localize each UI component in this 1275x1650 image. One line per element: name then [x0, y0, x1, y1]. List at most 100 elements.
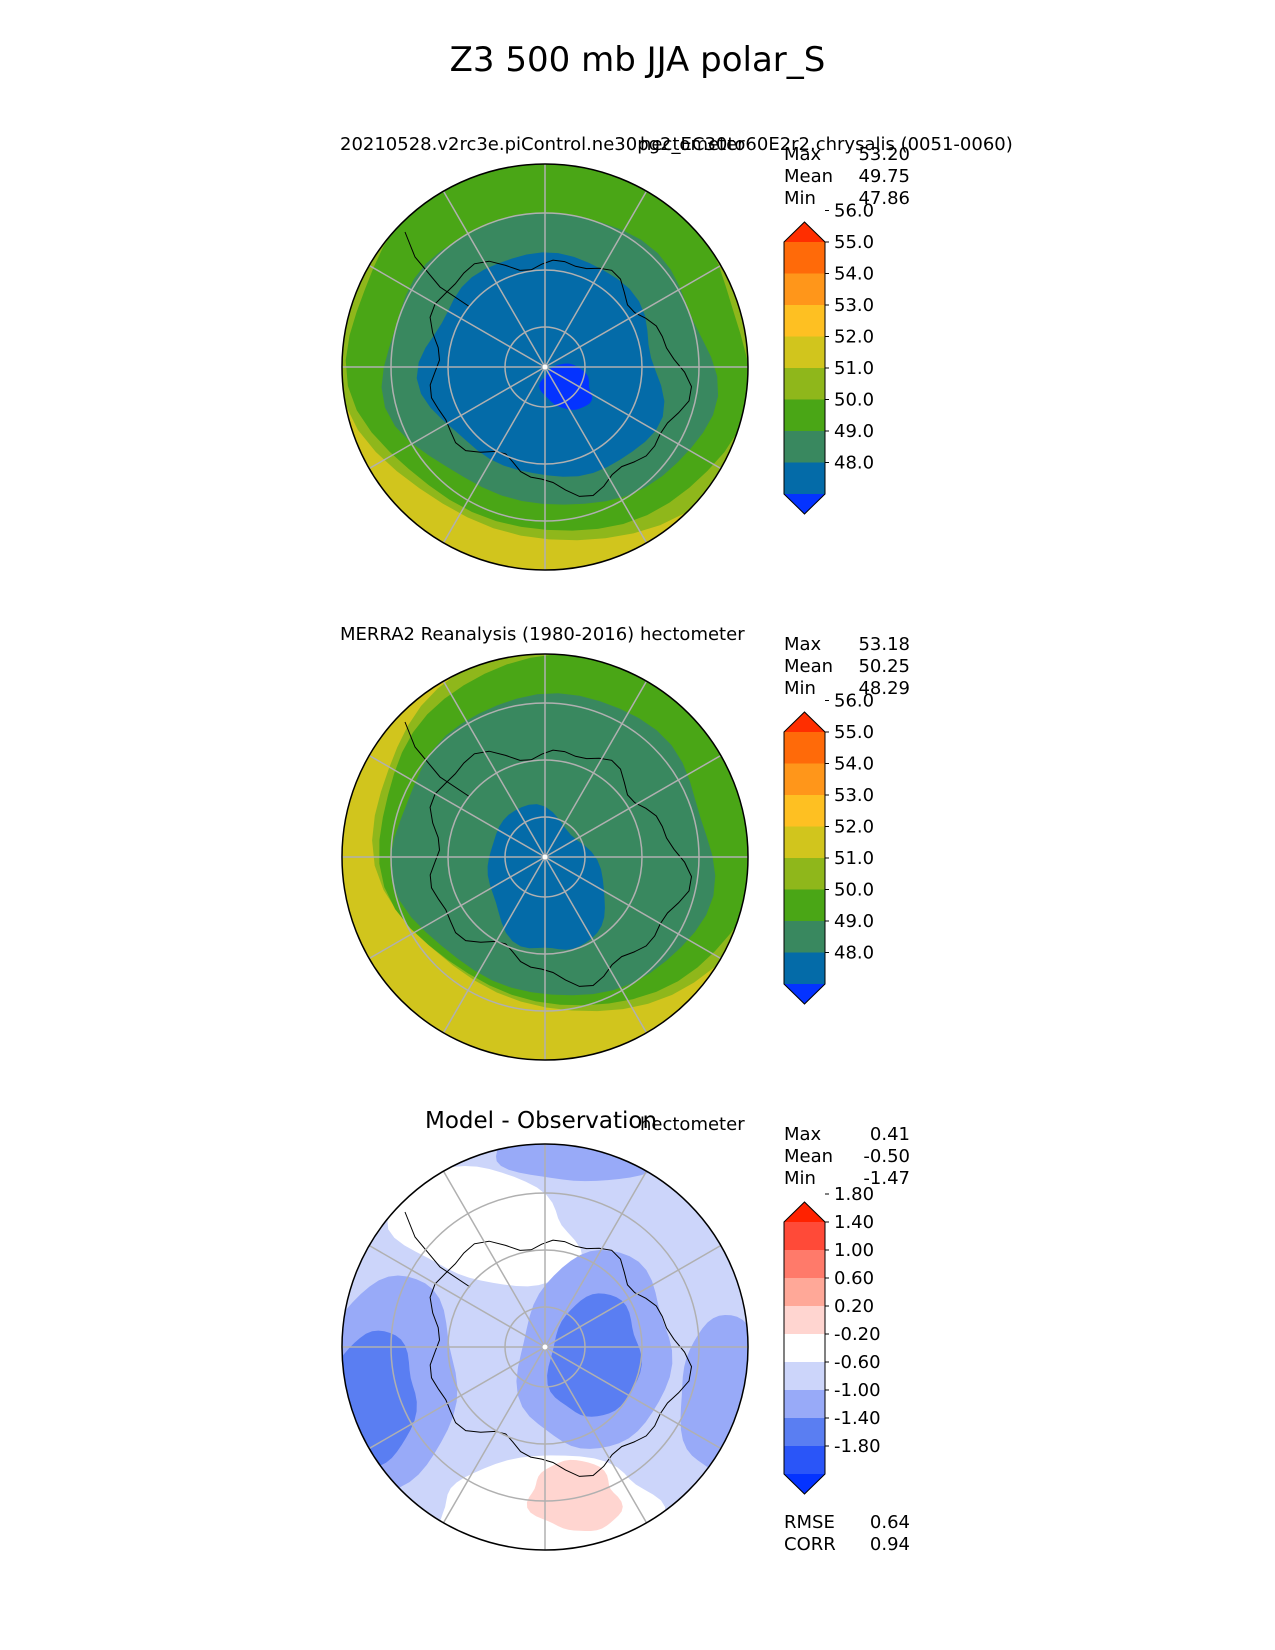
- coastline: [429, 749, 693, 987]
- stat-row: Mean 50.25: [784, 656, 910, 678]
- stat-label: Min: [784, 1168, 816, 1189]
- stat-value: 47.86: [858, 188, 910, 209]
- colorbar-extend-min: [784, 1474, 825, 1494]
- stat-label: Min: [784, 678, 816, 699]
- colorbar-extend-max: [784, 1202, 825, 1222]
- colorbar-band: [784, 1418, 825, 1447]
- stat-row: Mean -0.50: [784, 1146, 910, 1168]
- map-field: [342, 1144, 748, 1550]
- coastline: [429, 1239, 693, 1477]
- colorbar-tick-label: 48.0: [834, 943, 874, 964]
- colorbar-tick-label: 48.0: [834, 453, 874, 474]
- colorbar-band: [784, 273, 825, 306]
- colorbar-tick-label: -1.80: [834, 1436, 881, 1457]
- polar-map-3: [341, 1143, 749, 1551]
- stat-value: 48.29: [858, 678, 910, 699]
- colorbar-tick-label: 1.00: [834, 1240, 874, 1261]
- stat-label: CORR: [784, 1534, 836, 1555]
- stat-value: 0.41: [869, 1124, 910, 1145]
- stat-label: Mean: [784, 1146, 834, 1167]
- colorbar-band: [784, 732, 825, 764]
- colorbar-band: [784, 795, 825, 827]
- colorbar-tick-label: -0.20: [834, 1324, 881, 1345]
- colorbar-extend-min: [784, 494, 825, 514]
- colorbar-tick-label: 54.0: [834, 264, 874, 285]
- stat-value: 50.25: [858, 656, 910, 677]
- colorbar-band: [784, 1390, 825, 1419]
- stat-row: Max 53.18: [784, 634, 910, 656]
- colorbar-tick-label: 56.0: [834, 201, 874, 222]
- colorbar-band: [784, 921, 825, 953]
- panel3-title: Model - Observation: [425, 1108, 658, 1134]
- colorbar-tick-label: 49.0: [834, 421, 874, 442]
- stat-label: Max: [784, 144, 822, 165]
- colorbar-1: 48.0 49.0 50.0 51.0 52.0 53.0 54.0 55.0 56.0: [783, 201, 874, 515]
- polar-map-2: [341, 653, 749, 1061]
- colorbar-tick-label: 0.20: [834, 1296, 874, 1317]
- stat-row: Min 48.29: [784, 678, 910, 700]
- colorbar-3: -1.80 -1.40 -1.00 -0.60 -0.20 0.20 0.60 1.00 1.4…: [783, 1184, 881, 1495]
- stat-value: 0.64: [869, 1512, 910, 1533]
- stat-value: 49.75: [858, 166, 910, 187]
- colorbar-band: [784, 826, 825, 859]
- stat-value: 0.94: [869, 1534, 910, 1555]
- colorbar-band: [784, 1362, 825, 1391]
- panel2-units: hectometer: [640, 624, 745, 645]
- polar-map-1: [341, 163, 749, 571]
- stat-row: RMSE 0.64: [784, 1512, 910, 1534]
- colorbar-band: [784, 763, 825, 796]
- colorbar-tick-label: 56.0: [834, 691, 874, 712]
- colorbar-outline: [783, 711, 826, 1005]
- stat-row: CORR 0.94: [784, 1534, 910, 1556]
- field-layer: [547, 1293, 642, 1417]
- colorbar-outline: [783, 221, 826, 515]
- map-boundary: [341, 163, 749, 571]
- stat-row: Max 0.41: [784, 1124, 910, 1146]
- field-layer: [680, 1315, 748, 1475]
- coastline-peninsula: [404, 1211, 471, 1288]
- colorbar-band: [784, 889, 825, 922]
- panel1-title: 20210528.v2rc3e.piControl.ne30pg2_EC30to…: [340, 134, 1013, 155]
- colorbar-band: [784, 858, 825, 890]
- field-layer: [387, 1166, 583, 1287]
- colorbar-tick-label: 1.80: [834, 1184, 874, 1205]
- colorbar-band: [784, 1306, 825, 1335]
- coastline: [429, 259, 693, 497]
- colorbar-tick-label: 54.0: [834, 754, 874, 775]
- panel3-error-stats: RMSE 0.64 CORR 0.94: [784, 1512, 910, 1556]
- colorbar-band: [784, 242, 825, 274]
- stat-value: -0.50: [863, 1146, 910, 1167]
- colorbar-tick-label: 55.0: [834, 722, 874, 743]
- figure-title: Z3 500 mb JJA polar_S: [449, 40, 826, 80]
- colorbar-band: [784, 431, 825, 463]
- panel3-stats: Max 0.41 Mean -0.50 Min -1.47: [784, 1124, 910, 1190]
- coastline-peninsula: [404, 721, 471, 798]
- pole-marker: [542, 364, 548, 370]
- panel3-units: hectometer: [640, 1114, 745, 1135]
- colorbar-tick-label: 50.0: [834, 880, 874, 901]
- stat-label: Mean: [784, 656, 834, 677]
- stat-row: Min 47.86: [784, 188, 910, 210]
- map-boundary: [341, 1143, 749, 1551]
- colorbar-band: [784, 462, 825, 495]
- map-field: [342, 164, 748, 570]
- colorbar-2: 48.0 49.0 50.0 51.0 52.0 53.0 54.0 55.0 56.0: [783, 691, 874, 1005]
- colorbar-band: [784, 1222, 825, 1251]
- pole-marker: [542, 854, 548, 860]
- colorbar-band: [784, 1334, 825, 1363]
- colorbar-tick-label: -0.60: [834, 1352, 881, 1373]
- colorbar-tick-label: 49.0: [834, 911, 874, 932]
- stat-row: Mean 49.75: [784, 166, 910, 188]
- colorbar-band: [784, 1278, 825, 1307]
- colorbar-tick-label: 50.0: [834, 390, 874, 411]
- colorbar-tick-label: 52.0: [834, 327, 874, 348]
- colorbar-tick-label: 51.0: [834, 848, 874, 869]
- colorbar-tick-label: 52.0: [834, 817, 874, 838]
- colorbar-tick-label: 53.0: [834, 785, 874, 806]
- colorbar-band: [784, 952, 825, 985]
- colorbar-band: [784, 305, 825, 337]
- stat-row: Max 53.20: [784, 144, 910, 166]
- colorbar-band: [784, 368, 825, 400]
- panel2-title: MERRA2 Reanalysis (1980-2016): [340, 624, 635, 645]
